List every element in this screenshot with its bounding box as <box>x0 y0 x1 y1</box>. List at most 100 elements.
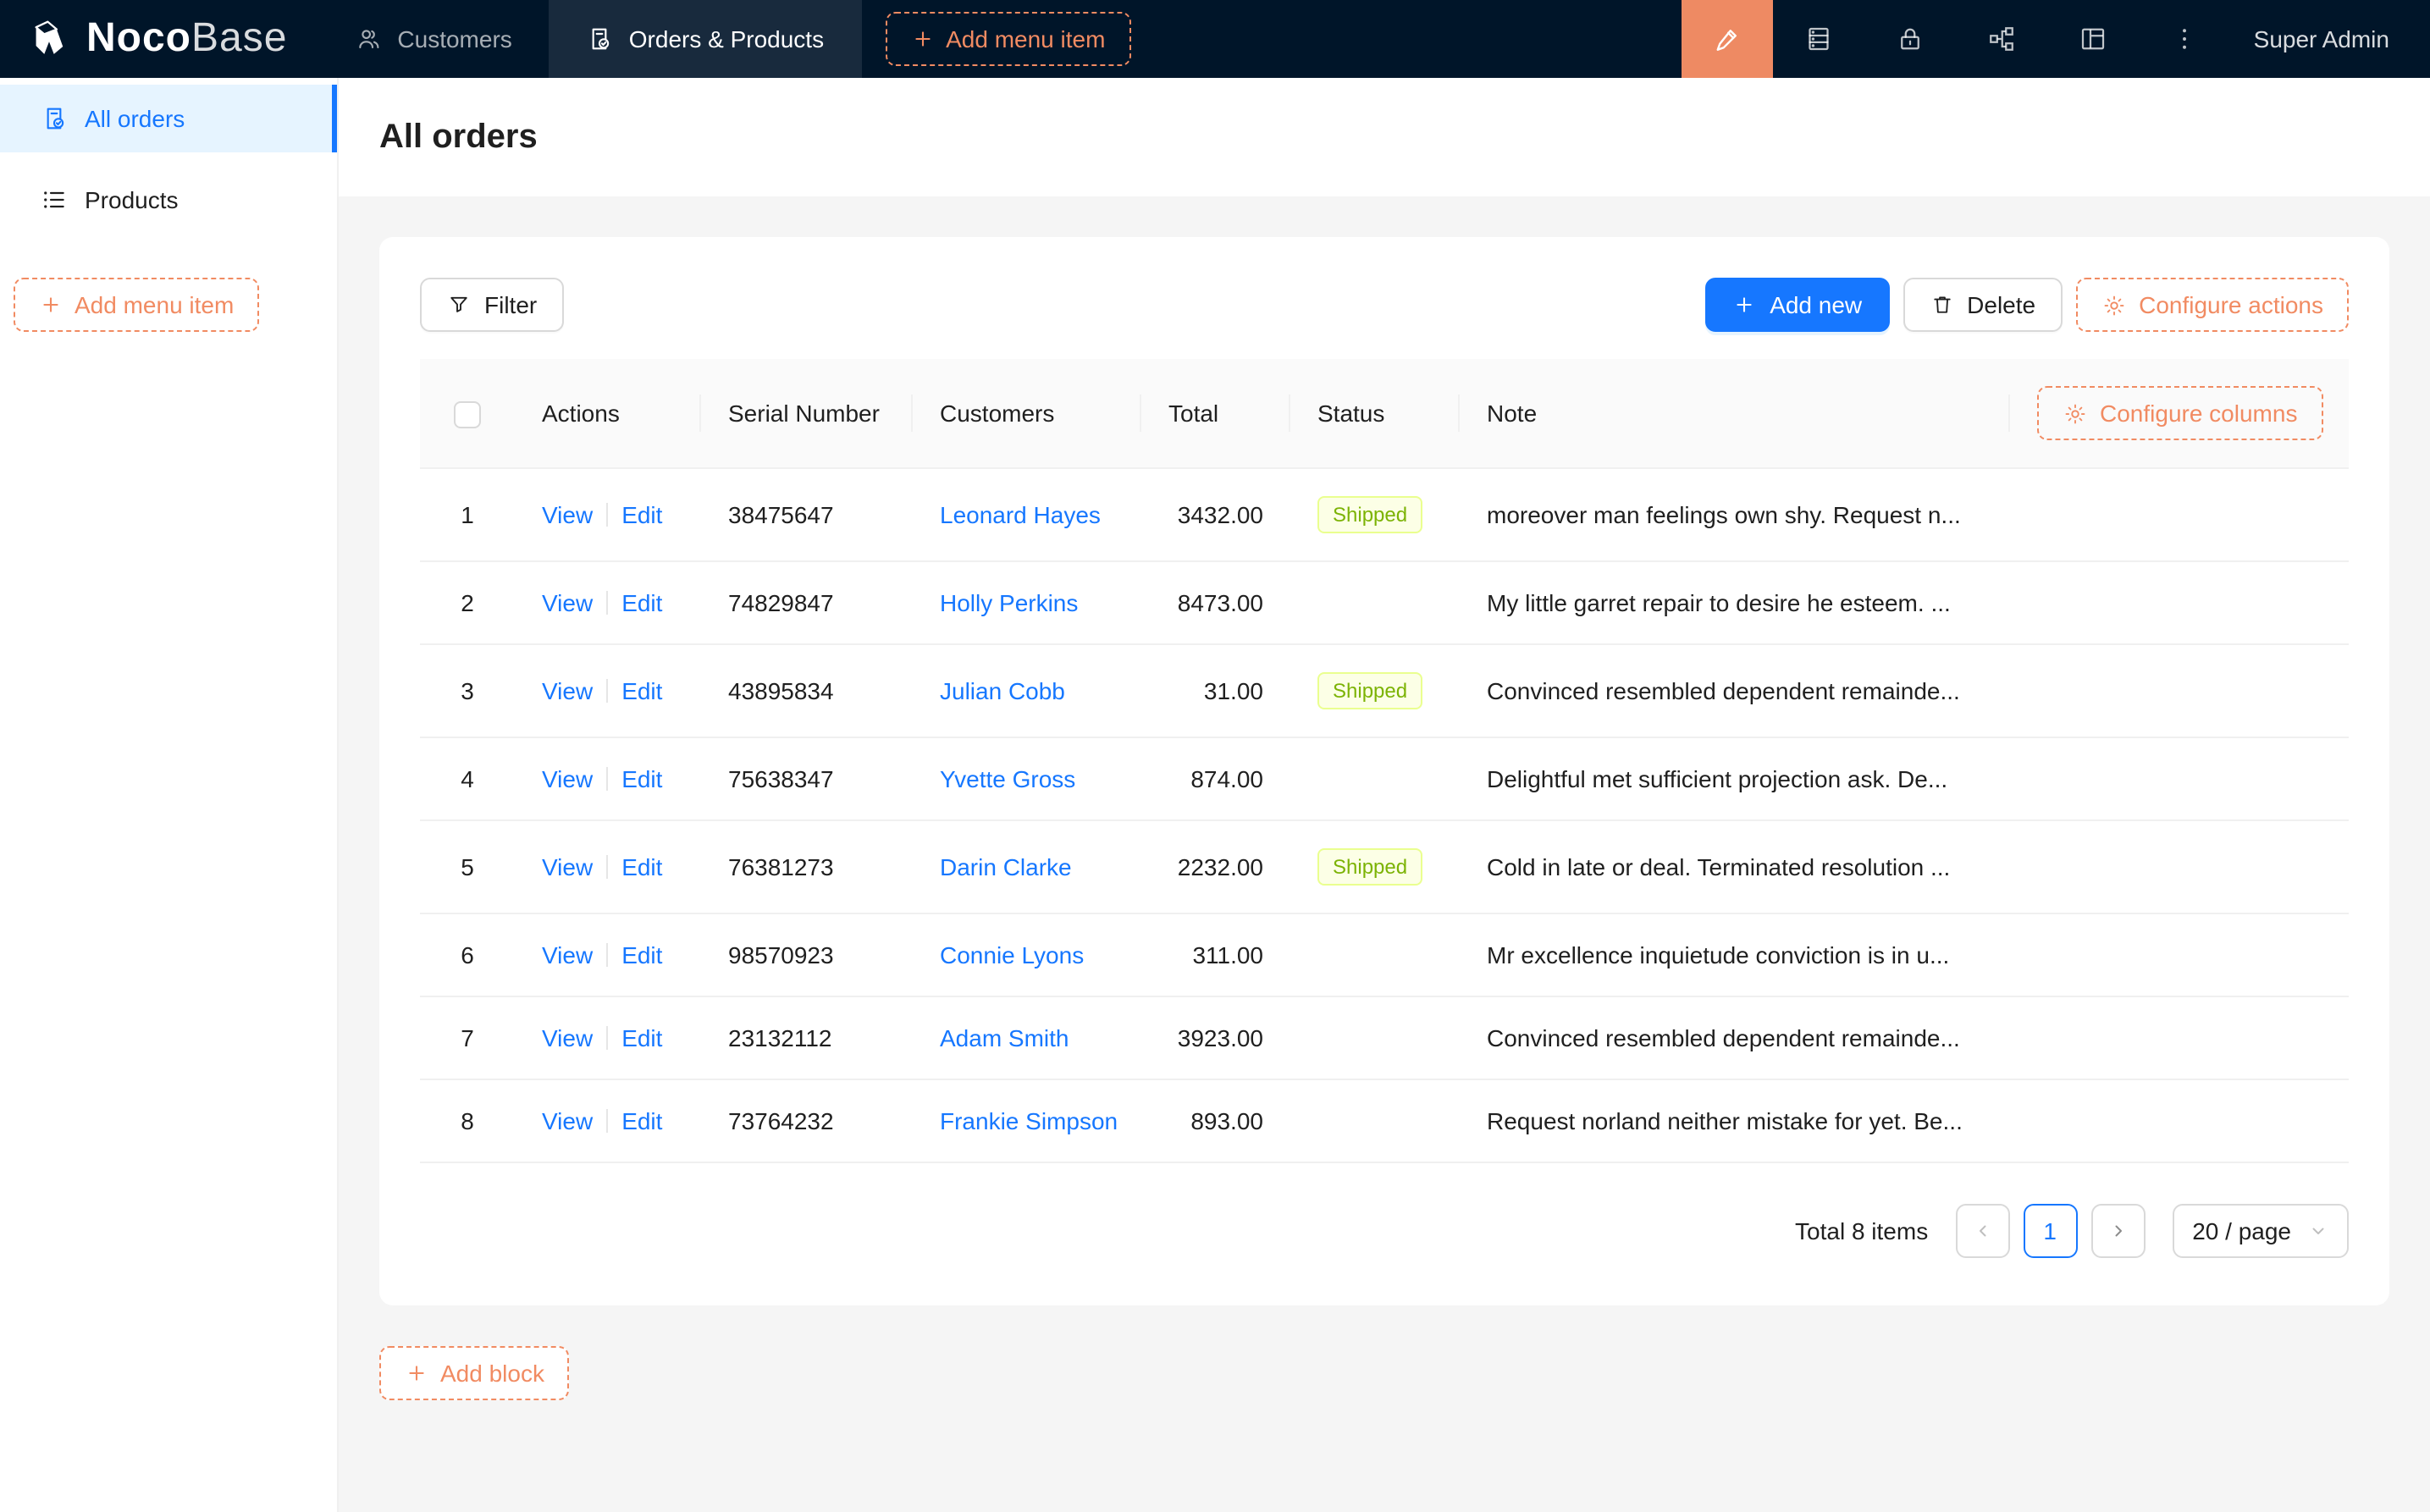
cell-status: Shipped <box>1290 644 1460 738</box>
edit-link[interactable]: Edit <box>621 765 663 792</box>
column-header-note[interactable]: Note <box>1460 359 2010 469</box>
page-content: Filter Add new Delete <box>339 196 2430 1512</box>
filter-button[interactable]: Filter <box>420 278 565 332</box>
gear-icon <box>2065 403 2085 423</box>
cell-status <box>1290 913 1460 997</box>
action-divider <box>606 1109 609 1133</box>
page-size-select[interactable]: 20 / page <box>2172 1204 2349 1258</box>
page-size-value: 20 / page <box>2192 1217 2291 1244</box>
view-link[interactable]: View <box>542 501 594 528</box>
edit-link[interactable]: Edit <box>621 589 663 616</box>
cell-serial-number: 38475647 <box>701 468 913 562</box>
top-right-actions: Super Admin <box>1681 0 2430 78</box>
top-navbar: NocoBase Customers Orders & Products Add… <box>0 0 2430 78</box>
view-link[interactable]: View <box>542 853 594 880</box>
column-header-actions[interactable]: Actions <box>515 359 701 469</box>
cell-empty <box>2010 996 2349 1080</box>
pagination-page-1[interactable]: 1 <box>2023 1204 2078 1258</box>
configure-actions-button[interactable]: Configure actions <box>2076 278 2349 332</box>
action-divider <box>606 943 609 967</box>
cell-empty <box>2010 913 2349 997</box>
view-link[interactable]: View <box>542 941 594 968</box>
select-all-checkbox[interactable] <box>454 400 481 428</box>
view-link[interactable]: View <box>542 1107 594 1134</box>
column-header-customers[interactable]: Customers <box>913 359 1141 469</box>
customer-link[interactable]: Connie Lyons <box>940 941 1085 968</box>
ui-editor-icon <box>1716 30 1737 51</box>
user-menu[interactable]: Super Admin <box>2230 0 2430 78</box>
column-header-serial-number[interactable]: Serial Number <box>701 359 913 469</box>
cell-note: Cold in late or deal. Terminated resolut… <box>1460 820 2010 914</box>
table-header-row: Actions Serial Number Customers Total St… <box>420 359 2349 469</box>
edit-link[interactable]: Edit <box>621 677 663 704</box>
action-divider <box>606 503 609 527</box>
ui-editor-button[interactable] <box>1681 0 1773 78</box>
customer-link[interactable]: Leonard Hayes <box>940 501 1101 528</box>
row-index: 5 <box>461 853 474 880</box>
add-block-button[interactable]: Add block <box>379 1346 570 1400</box>
view-link[interactable]: View <box>542 677 594 704</box>
pagination-prev-button[interactable] <box>1955 1204 2010 1258</box>
cell-serial-number: 74829847 <box>701 561 913 645</box>
sidebar-item-all-orders[interactable]: All orders <box>0 85 337 152</box>
cell-serial-number: 73764232 <box>701 1079 913 1163</box>
top-tab-customers[interactable]: Customers <box>318 0 549 78</box>
trash-icon <box>1933 296 1950 313</box>
more-menu-button[interactable] <box>2139 0 2230 78</box>
nocobase-logo[interactable]: NocoBase <box>0 0 318 78</box>
edit-link[interactable]: Edit <box>621 1024 663 1051</box>
row-actions: View Edit <box>515 996 701 1080</box>
sidebar-add-menu-item-button[interactable]: Add menu item <box>14 278 260 332</box>
add-new-button[interactable]: Add new <box>1705 278 1890 332</box>
gear-icon <box>2104 295 2124 315</box>
cell-customer: Adam Smith <box>913 996 1141 1080</box>
collections-button[interactable] <box>1773 0 1864 78</box>
view-link[interactable]: View <box>542 765 594 792</box>
column-header-total[interactable]: Total <box>1141 359 1290 469</box>
delete-button-label: Delete <box>1967 291 2036 318</box>
sidebar-item-products[interactable]: Products <box>0 166 337 234</box>
edit-link[interactable]: Edit <box>621 1107 663 1134</box>
cell-empty <box>2010 561 2349 645</box>
view-link[interactable]: View <box>542 1024 594 1051</box>
table-row: 1 View Edit 38475647 Leonard Hayes 3432.0… <box>420 468 2349 562</box>
user-name: Super Admin <box>2253 25 2389 52</box>
list-icon <box>44 191 64 208</box>
cell-total: 2232.00 <box>1141 820 1290 914</box>
pagination-next-button[interactable] <box>2090 1204 2146 1258</box>
settings-center-button[interactable] <box>2047 0 2139 78</box>
customer-link[interactable]: Adam Smith <box>940 1024 1069 1051</box>
edit-link[interactable]: Edit <box>621 941 663 968</box>
top-tab-orders-products[interactable]: Orders & Products <box>549 0 862 78</box>
status-tag: Shipped <box>1317 848 1423 886</box>
cell-status: Shipped <box>1290 468 1460 562</box>
customer-link[interactable]: Frankie Simpson <box>940 1107 1118 1134</box>
row-actions: View Edit <box>515 468 701 562</box>
cell-status: Shipped <box>1290 820 1460 914</box>
table-row: 4 View Edit 75638347 Yvette Gross 874.00 … <box>420 737 2349 821</box>
view-link[interactable]: View <box>542 589 594 616</box>
action-divider <box>606 591 609 615</box>
plugins-button[interactable] <box>1956 0 2047 78</box>
row-index: 1 <box>461 501 474 528</box>
main-area: All orders Filter <box>339 78 2430 1512</box>
acl-button[interactable] <box>1864 0 1956 78</box>
cell-note: Convinced resembled dependent remainde..… <box>1460 996 2010 1080</box>
row-actions: View Edit <box>515 561 701 645</box>
table-row: 2 View Edit 74829847 Holly Perkins 8473.0… <box>420 561 2349 645</box>
row-actions: View Edit <box>515 644 701 738</box>
customer-link[interactable]: Holly Perkins <box>940 589 1079 616</box>
edit-link[interactable]: Edit <box>621 501 663 528</box>
column-header-status[interactable]: Status <box>1290 359 1460 469</box>
edit-link[interactable]: Edit <box>621 853 663 880</box>
customer-link[interactable]: Darin Clarke <box>940 853 1072 880</box>
table-toolbar: Filter Add new Delete <box>420 278 2349 332</box>
delete-button[interactable]: Delete <box>1903 278 2063 332</box>
row-index: 8 <box>461 1107 474 1134</box>
configure-columns-button[interactable]: Configure columns <box>2037 386 2323 440</box>
table-row: 8 View Edit 73764232 Frankie Simpson 893.… <box>420 1079 2349 1163</box>
top-add-menu-item-button[interactable]: Add menu item <box>885 12 1131 66</box>
customer-link[interactable]: Yvette Gross <box>940 765 1076 792</box>
customer-link[interactable]: Julian Cobb <box>940 677 1065 704</box>
